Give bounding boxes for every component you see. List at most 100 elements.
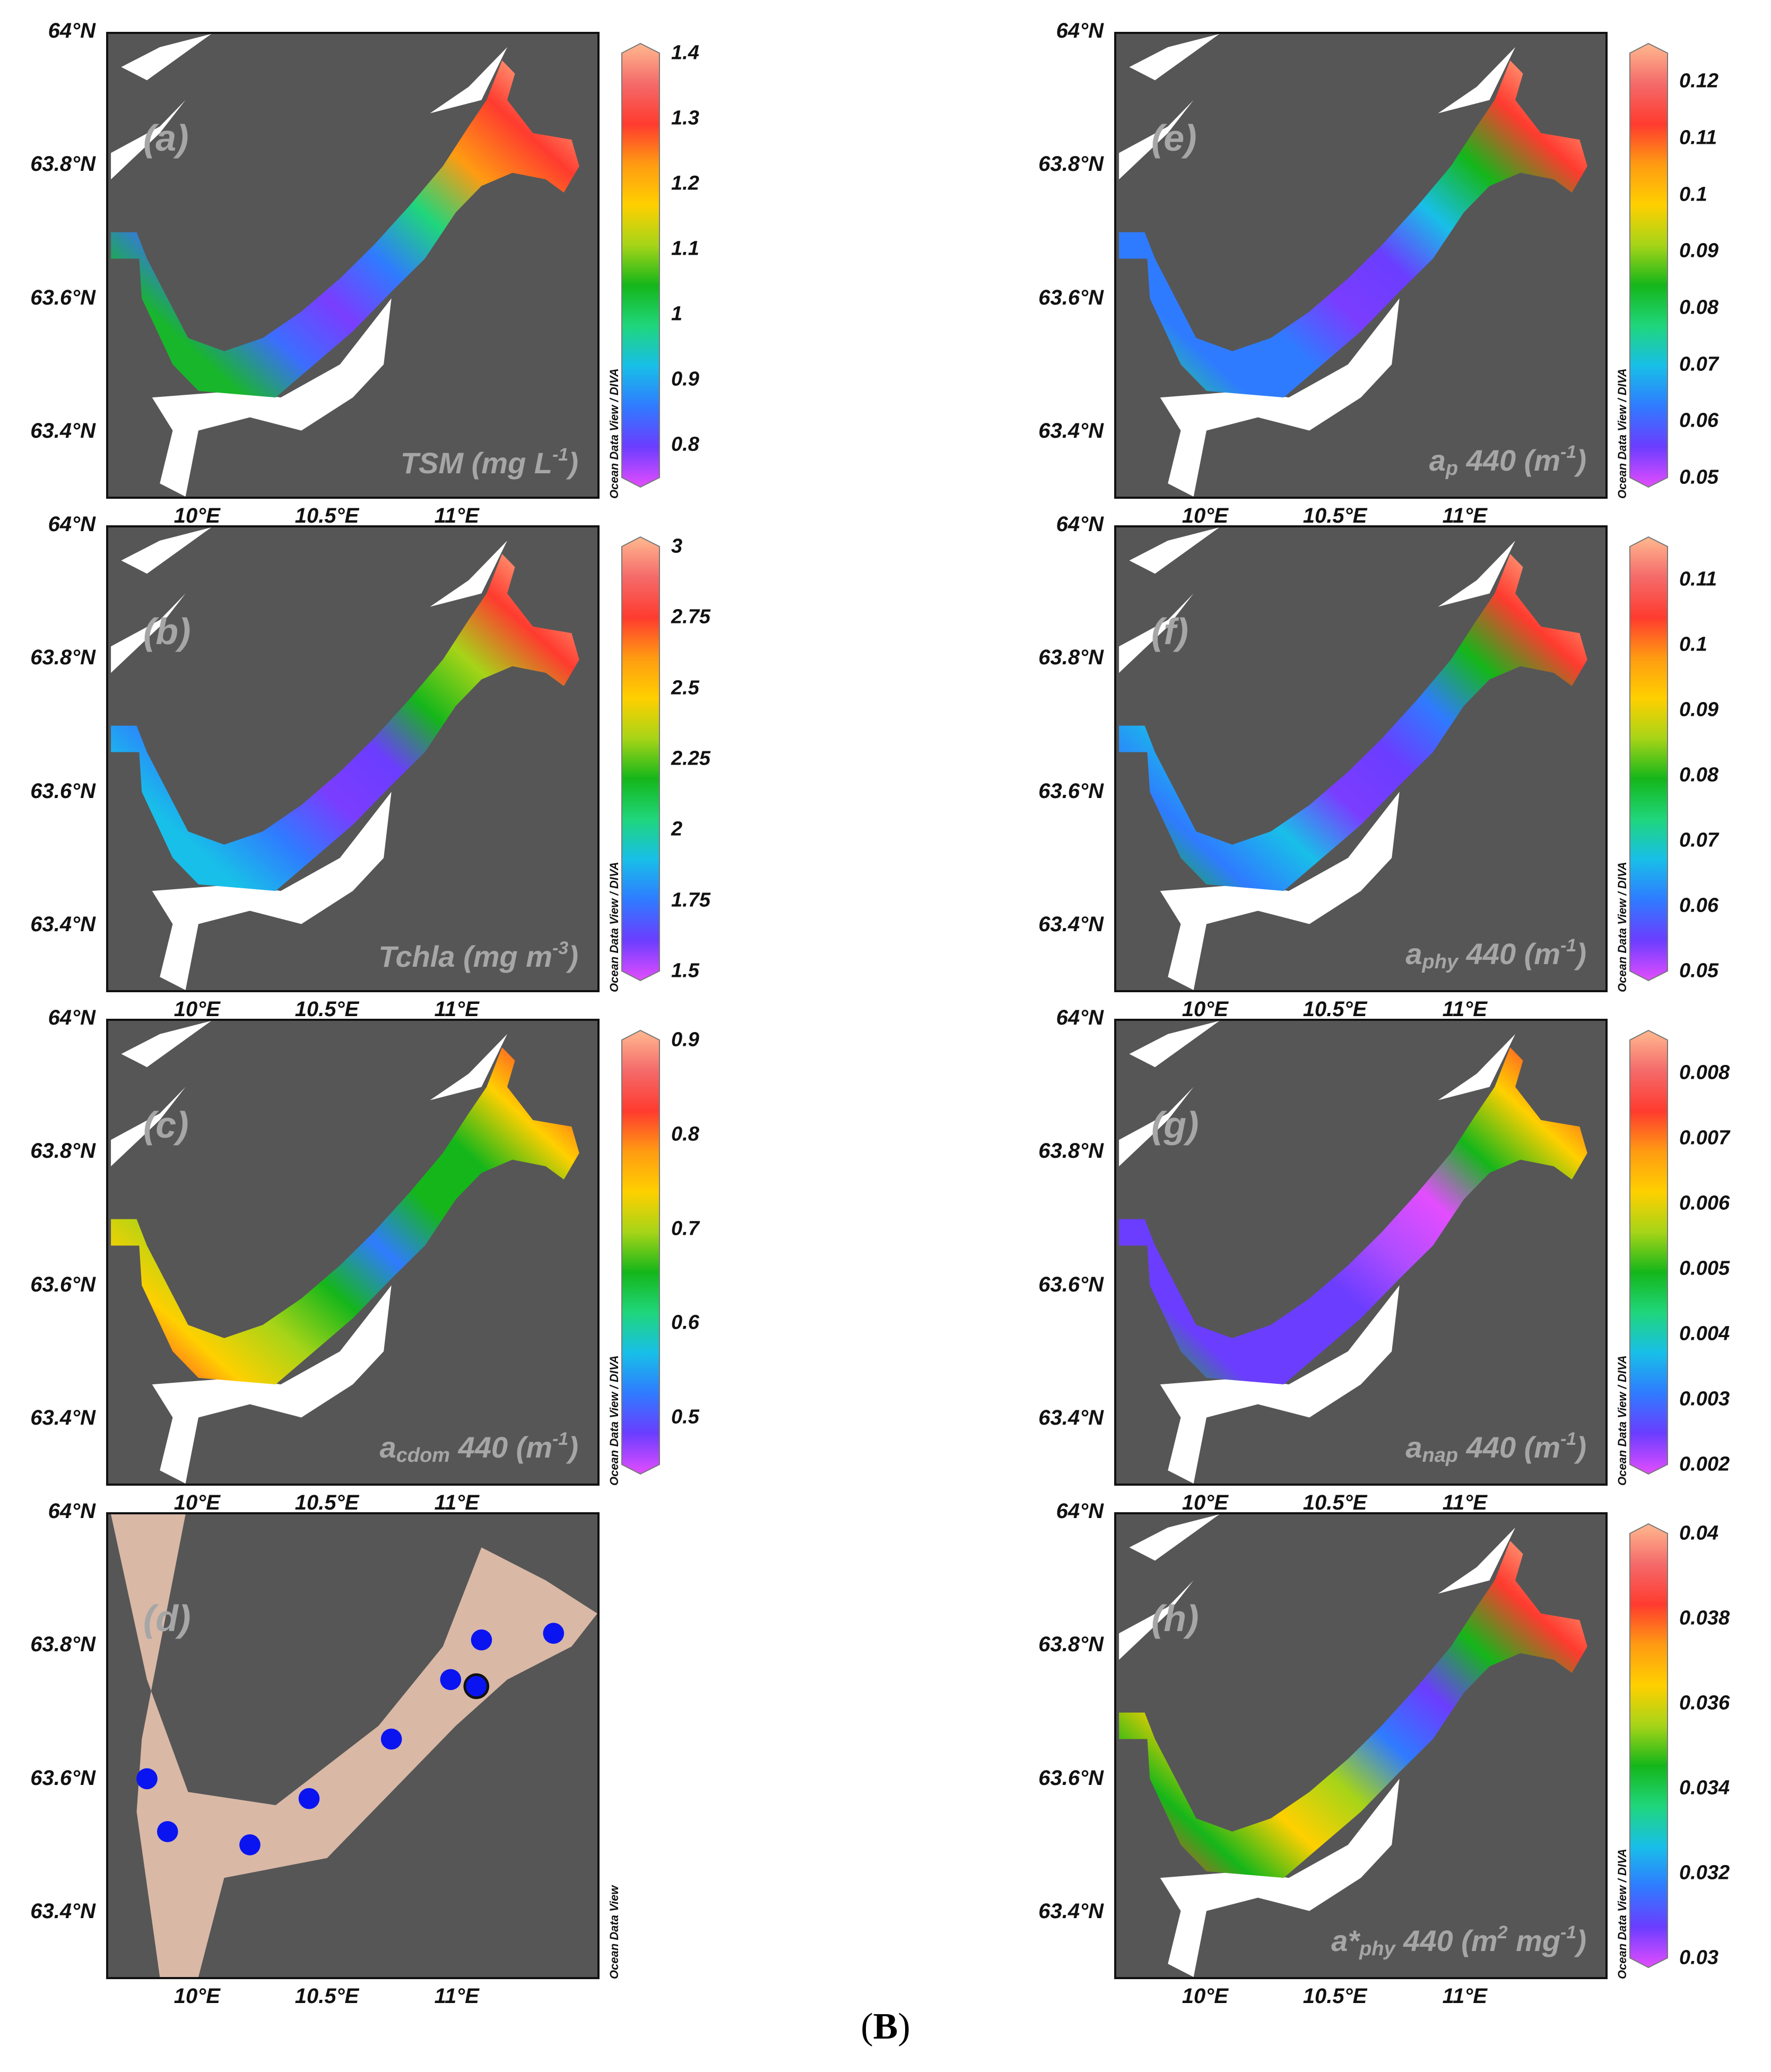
fjord-field	[1119, 1540, 1587, 1878]
map-credit: Ocean Data View / DIVA	[607, 862, 621, 992]
latitude-tick-label: 64°N	[1056, 19, 1104, 42]
map-panel-c: 64°N 63.8°N 63.6°N 63.4°N 10°E 10.5°E 11°E (c) a…	[0, 1006, 822, 1514]
colorbar-tick-label: 0.1	[1679, 633, 1707, 656]
outer-water-area	[1129, 527, 1220, 574]
colorbar	[1629, 1029, 1668, 1475]
colorbar-tick-label: 1.3	[671, 107, 699, 129]
colorbar	[1629, 42, 1668, 488]
fjord-field	[111, 553, 579, 891]
colorbar-tick-label: 1	[671, 302, 683, 325]
colorbar	[1629, 1523, 1668, 1969]
outer-water-area	[111, 100, 186, 180]
latitude-tick-label: 64°N	[1056, 1499, 1104, 1523]
latitude-tick-label: 64°N	[48, 1006, 96, 1029]
longitude-tick-label: 11°E	[434, 998, 479, 1021]
latitude-tick-label: 63.4°N	[30, 913, 96, 937]
outer-water-area	[1119, 1087, 1194, 1167]
outer-water-area	[430, 1034, 508, 1100]
colorbar-tick-label: 0.06	[1679, 409, 1718, 432]
colorbar-tick-label: 0.034	[1679, 1776, 1730, 1799]
latitude-tick-label: 63.6°N	[30, 1766, 96, 1790]
outer-water-area	[1160, 298, 1400, 497]
colorbar-tick-label: 0.003	[1679, 1388, 1730, 1410]
map-credit: Ocean Data View / DIVA	[1616, 1849, 1629, 1979]
colorbar-tick-label: 0.05	[1679, 466, 1718, 489]
panel-letter: (d)	[143, 1598, 191, 1639]
outer-water-area	[1119, 1580, 1194, 1660]
colorbar-tick-label: 0.006	[1679, 1192, 1730, 1215]
latitude-tick-label: 63.8°N	[1038, 646, 1104, 670]
map-canvas	[1119, 34, 1587, 497]
outer-water-area	[1129, 1021, 1220, 1068]
map-canvas	[111, 1514, 597, 1977]
longitude-tick-label: 11°E	[1442, 1491, 1487, 1514]
outer-water-area	[121, 527, 212, 574]
sampling-station-dot	[471, 1629, 492, 1651]
longitude-tick-label: 11°E	[1442, 998, 1487, 1021]
longitude-tick-label: 10.5°E	[294, 998, 359, 1021]
outer-water-area	[1129, 34, 1220, 81]
map-panel-f: 64°N 63.8°N 63.6°N 63.4°N 10°E 10.5°E 11°E (f) a…	[1008, 513, 1771, 1021]
map-credit: Ocean Data View / DIVA	[607, 368, 621, 499]
variable-label: Tchla (mg m-3)	[378, 938, 578, 973]
colorbar-tick-label: 0.03	[1679, 1946, 1718, 1969]
colorbar	[621, 536, 660, 982]
map-canvas	[1119, 527, 1587, 990]
longitude-tick-label: 10°E	[173, 1984, 220, 2008]
map-credit: Ocean Data View / DIVA	[607, 1355, 621, 1486]
longitude-tick-label: 10.5°E	[1303, 998, 1367, 1021]
map-panel-e: 64°N 63.8°N 63.6°N 63.4°N 10°E 10.5°E 11°E (e) a…	[1008, 19, 1771, 527]
colorbar-tick-label: 0.07	[1679, 829, 1718, 852]
outer-water-area	[111, 1087, 186, 1167]
map-panel-g: 64°N 63.8°N 63.6°N 63.4°N 10°E 10.5°E 11°E (g) a…	[1008, 1006, 1771, 1514]
colorbar-tick-label: 0.11	[1679, 126, 1717, 149]
latitude-tick-label: 63.4°N	[30, 1406, 96, 1430]
outer-water-area	[1160, 1779, 1400, 1977]
longitude-tick-label: 10°E	[1182, 998, 1228, 1021]
sampling-station-dot	[136, 1768, 158, 1790]
colorbar-tick-label: 0.007	[1679, 1126, 1730, 1149]
latitude-tick-label: 63.6°N	[30, 779, 96, 803]
latitude-tick-label: 63.8°N	[30, 646, 96, 670]
map-credit: Ocean Data View	[607, 1885, 621, 1979]
map-frame	[1114, 525, 1608, 992]
map-panel-a: 64°N 63.8°N 63.6°N 63.4°N 10°E 10.5°E 11°E (a) T…	[0, 19, 822, 527]
variable-label: anap 440 (m-1)	[1405, 1429, 1586, 1467]
outer-water-area	[1129, 1514, 1220, 1561]
latitude-tick-label: 63.4°N	[1038, 1406, 1104, 1430]
longitude-tick-label: 10.5°E	[294, 504, 359, 527]
colorbar-tick-label: 0.004	[1679, 1322, 1730, 1345]
outer-water-area	[121, 1021, 212, 1068]
colorbar-tick-label: 3	[671, 535, 683, 558]
latitude-tick-label: 63.4°N	[1038, 1900, 1104, 1923]
map-canvas	[111, 1021, 579, 1484]
colorbar-tick-label: 0.8	[671, 1123, 699, 1146]
latitude-tick-label: 64°N	[48, 1499, 96, 1523]
longitude-tick-label: 10°E	[1182, 504, 1228, 527]
longitude-tick-label: 10°E	[1182, 1491, 1228, 1514]
colorbar-tick-label: 0.08	[1679, 764, 1718, 786]
colorbar	[621, 1029, 660, 1475]
latitude-tick-label: 64°N	[48, 513, 96, 536]
colorbar-tick-label: 0.08	[1679, 296, 1718, 319]
colorbar-tick-label: 0.002	[1679, 1453, 1730, 1476]
map-frame	[1114, 1512, 1608, 1979]
outer-water-area	[152, 1285, 392, 1484]
map-frame	[106, 32, 600, 499]
colorbar-tick-label: 1.1	[671, 237, 699, 260]
latitude-tick-label: 64°N	[1056, 513, 1104, 536]
latitude-tick-label: 63.4°N	[30, 419, 96, 443]
map-credit: Ocean Data View / DIVA	[1616, 368, 1629, 499]
latitude-tick-label: 63.8°N	[1038, 152, 1104, 176]
panel-letter: (e)	[1151, 117, 1197, 159]
colorbar-tick-label: 0.07	[1679, 353, 1718, 376]
longitude-tick-label: 10°E	[173, 998, 220, 1021]
map-canvas	[111, 527, 579, 990]
sampling-station-dot	[298, 1788, 320, 1809]
colorbar-tick-label: 0.04	[1679, 1522, 1718, 1545]
outer-water-area	[121, 34, 212, 81]
colorbar-tick-label: 0.9	[671, 1028, 699, 1051]
colorbar-tick-label: 0.11	[1679, 568, 1717, 591]
longitude-tick-label: 11°E	[434, 1491, 479, 1514]
